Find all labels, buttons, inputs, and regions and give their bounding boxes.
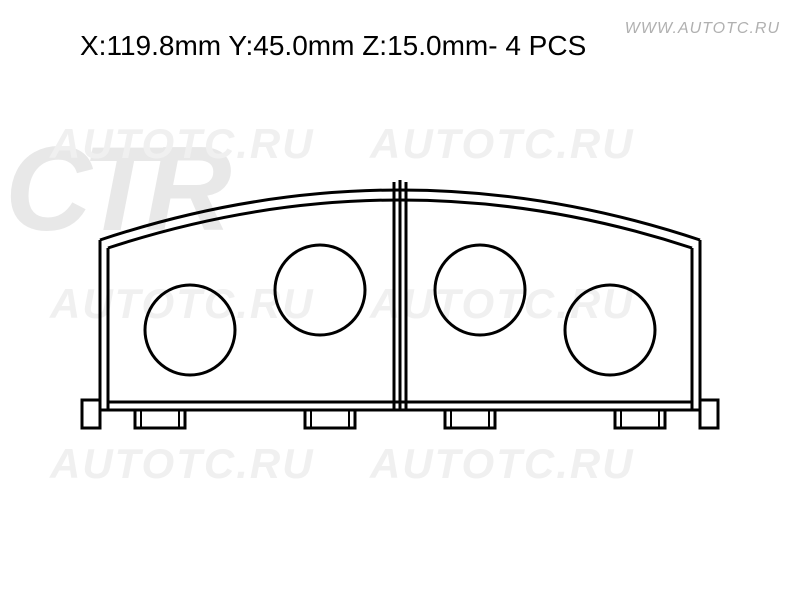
brake-pad-diagram [70, 130, 730, 510]
watermark-url: WWW.AUTOTC.RU [625, 20, 780, 38]
dimensions-label: X:119.8mm Y:45.0mm Z:15.0mm- 4 PCS [80, 30, 586, 62]
